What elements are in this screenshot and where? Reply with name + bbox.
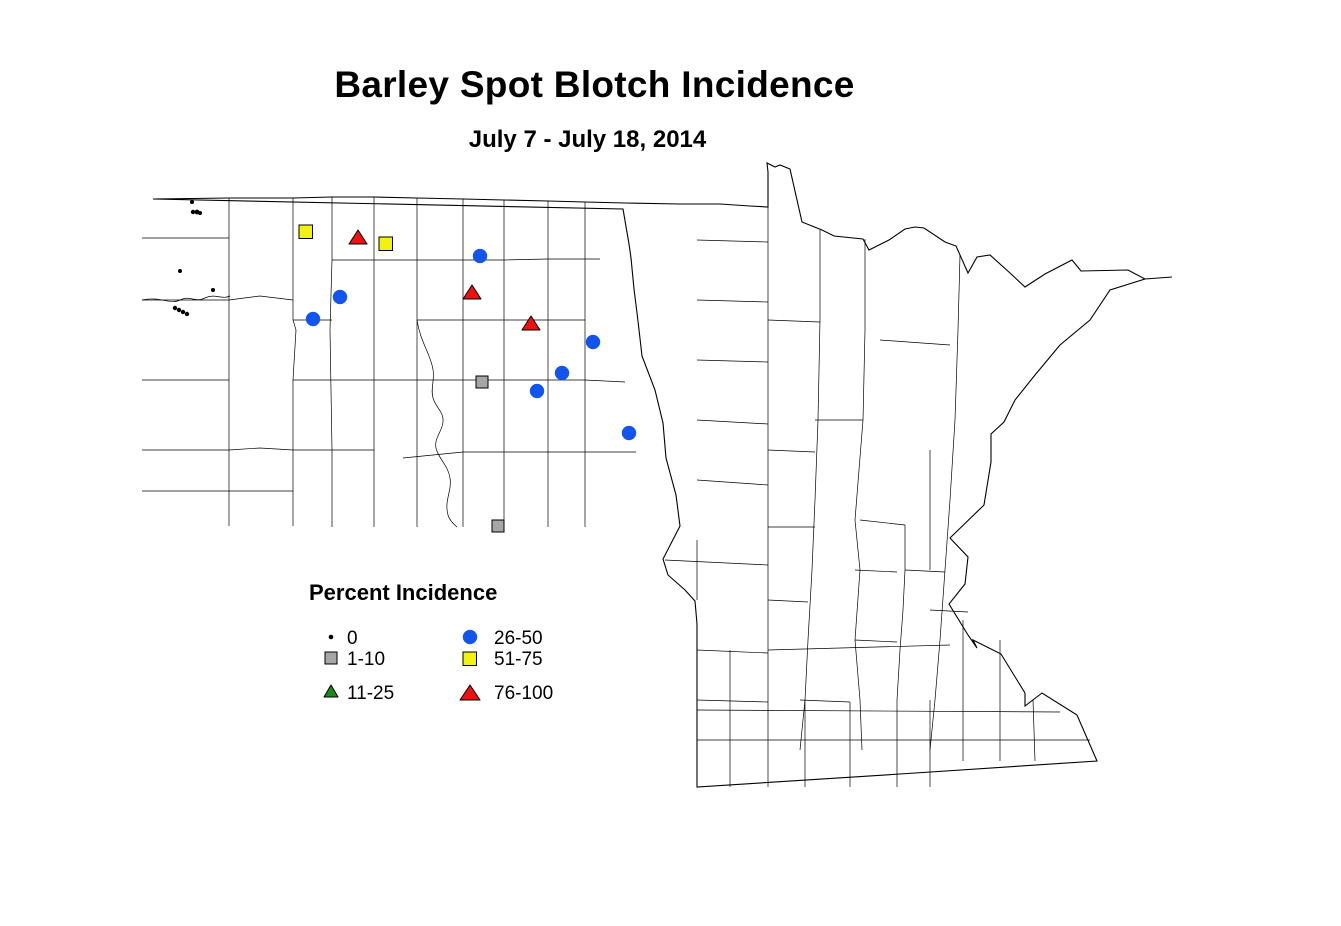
svg-text:51-75: 51-75 xyxy=(494,649,543,670)
svg-text:Percent Incidence: Percent Incidence xyxy=(309,580,497,605)
svg-text:26-50: 26-50 xyxy=(494,628,543,649)
svg-text:0: 0 xyxy=(347,628,358,649)
svg-text:1-10: 1-10 xyxy=(347,649,385,670)
svg-text:76-100: 76-100 xyxy=(494,683,553,704)
svg-text:11-25: 11-25 xyxy=(347,683,394,704)
